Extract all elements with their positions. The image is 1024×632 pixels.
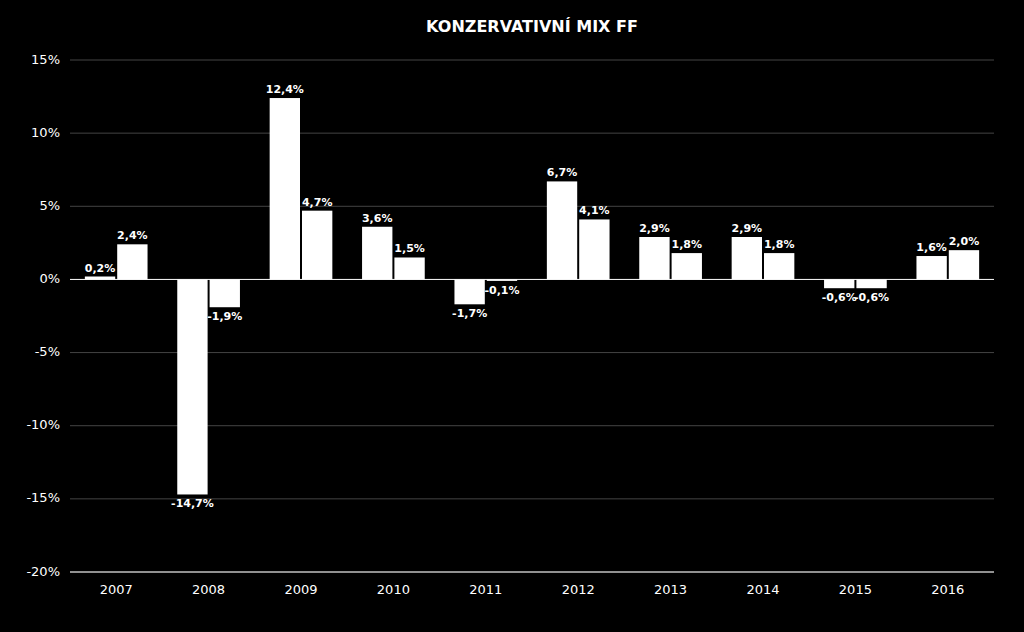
x-tick-label: 2014 [746,582,779,597]
data-label: 1,8% [672,238,703,251]
y-tick-label: 5% [39,198,60,213]
data-label: -0,6% [822,291,857,304]
x-tick-label: 2011 [469,582,502,597]
y-tick-label: 15% [31,52,60,67]
y-tick-label: -5% [35,344,60,359]
bar [824,279,854,288]
grid-line [70,425,994,426]
x-axis-line [70,572,994,573]
bar [672,253,702,279]
x-tick-label: 2010 [377,582,410,597]
bar [117,244,147,279]
bar [177,279,207,494]
grid-line [70,572,994,573]
data-label: 1,6% [916,241,947,254]
bar [949,250,979,279]
y-tick-label: 0% [39,271,60,286]
bar [454,279,484,304]
y-tick-label: -10% [26,417,60,432]
x-tick-label: 2016 [931,582,964,597]
data-label: -0,1% [484,284,519,297]
data-label: 4,7% [302,196,333,209]
data-label: 12,4% [266,83,304,96]
y-tick-label: 10% [31,125,60,140]
data-label: 1,5% [394,242,425,255]
bar [210,279,240,307]
bar [916,256,946,279]
grid-line [70,133,994,134]
data-label: -14,7% [171,497,214,510]
data-label: -1,9% [207,310,242,323]
bar [547,181,577,279]
y-tick-label: -20% [26,564,60,579]
grid-line [70,60,994,61]
bar [270,98,300,279]
x-tick-label: 2013 [654,582,687,597]
zero-line [70,279,994,280]
bar [639,237,669,279]
x-tick-label: 2015 [839,582,872,597]
grid-line [70,352,994,353]
y-tick-label: -15% [26,490,60,505]
x-tick-label: 2012 [562,582,595,597]
x-tick-label: 2007 [100,582,133,597]
chart: KONZERVATIVNÍ MIX FF -20% -15% -10% -5% 0% 5% 1… [0,0,1024,632]
bar [579,219,609,279]
data-label: 2,4% [117,229,148,242]
background [0,0,1024,632]
bar [394,257,424,279]
data-label: 3,6% [362,212,393,225]
bar [302,211,332,280]
data-label: -0,6% [854,291,889,304]
data-label: 6,7% [547,166,578,179]
data-label: 2,0% [949,235,980,248]
bars [85,98,979,494]
data-label: 1,8% [764,238,795,251]
bar [732,237,762,279]
bar [85,277,115,280]
data-label: 2,9% [639,222,670,235]
bar [764,253,794,279]
x-tick-label: 2008 [192,582,225,597]
x-tick-label: 2009 [284,582,317,597]
data-label: 4,1% [579,204,610,217]
bar [487,279,517,280]
grid [70,60,994,572]
grid-line [70,206,994,207]
data-label: 2,9% [732,222,763,235]
bar [856,279,886,288]
data-labels: 0,2% -14,7% 12,4% 3,6% -1,7% 6,7% 2,9% 2,9% -0,6… [85,83,979,510]
data-label: 0,2% [85,262,116,275]
bar [362,227,392,280]
title: KONZERVATIVNÍ MIX FF [426,17,638,36]
data-label: -1,7% [452,307,487,320]
